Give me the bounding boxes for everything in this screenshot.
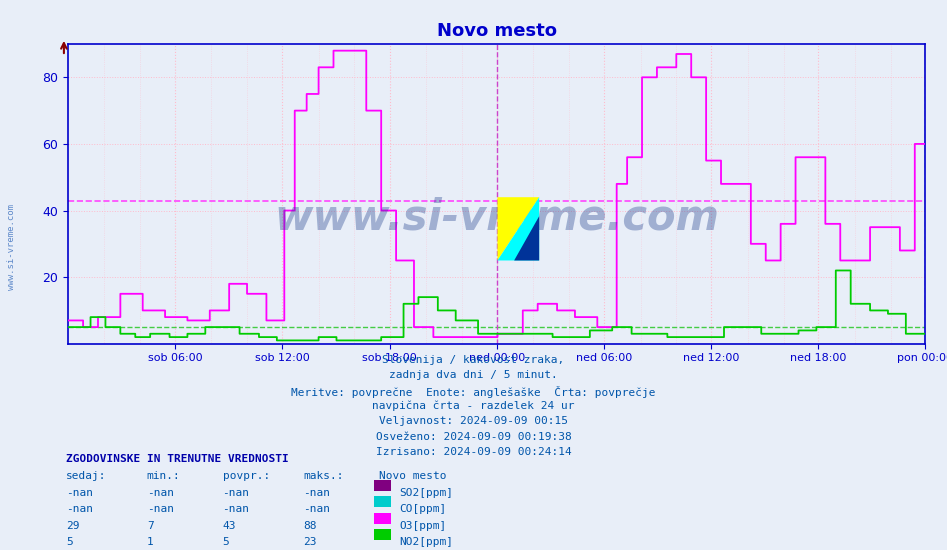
Text: Veljavnost: 2024-09-09 00:15: Veljavnost: 2024-09-09 00:15 xyxy=(379,416,568,426)
Title: Novo mesto: Novo mesto xyxy=(437,21,557,40)
Text: -nan: -nan xyxy=(147,488,174,498)
Text: 88: 88 xyxy=(303,521,316,531)
Text: povpr.:: povpr.: xyxy=(223,471,270,481)
Text: CO[ppm]: CO[ppm] xyxy=(400,504,447,514)
Polygon shape xyxy=(497,197,539,261)
Text: -nan: -nan xyxy=(223,504,250,514)
Text: 7: 7 xyxy=(147,521,153,531)
Text: -nan: -nan xyxy=(147,504,174,514)
Text: 1: 1 xyxy=(147,537,153,547)
Text: -nan: -nan xyxy=(66,488,94,498)
Text: NO2[ppm]: NO2[ppm] xyxy=(400,537,454,547)
Text: navpična črta - razdelek 24 ur: navpična črta - razdelek 24 ur xyxy=(372,401,575,411)
Text: Izrisano: 2024-09-09 00:24:14: Izrisano: 2024-09-09 00:24:14 xyxy=(376,447,571,457)
Text: O3[ppm]: O3[ppm] xyxy=(400,521,447,531)
Text: 5: 5 xyxy=(66,537,73,547)
Text: -nan: -nan xyxy=(66,504,94,514)
Text: 29: 29 xyxy=(66,521,80,531)
Text: ZGODOVINSKE IN TRENUTNE VREDNOSTI: ZGODOVINSKE IN TRENUTNE VREDNOSTI xyxy=(66,454,289,464)
Text: -nan: -nan xyxy=(303,488,331,498)
Text: Novo mesto: Novo mesto xyxy=(379,471,446,481)
Text: min.:: min.: xyxy=(147,471,181,481)
Polygon shape xyxy=(497,197,539,261)
Text: www.si-vreme.com: www.si-vreme.com xyxy=(275,197,719,239)
Text: Meritve: povprečne  Enote: anglešaške  Črta: povprečje: Meritve: povprečne Enote: anglešaške Črt… xyxy=(292,386,655,398)
Text: zadnja dva dni / 5 minut.: zadnja dva dni / 5 minut. xyxy=(389,370,558,380)
Text: www.si-vreme.com: www.si-vreme.com xyxy=(7,205,16,290)
Text: 23: 23 xyxy=(303,537,316,547)
Text: 5: 5 xyxy=(223,537,229,547)
Text: SO2[ppm]: SO2[ppm] xyxy=(400,488,454,498)
Text: Slovenija / kakovost zraka,: Slovenija / kakovost zraka, xyxy=(383,355,564,365)
Text: sedaj:: sedaj: xyxy=(66,471,107,481)
Text: 43: 43 xyxy=(223,521,236,531)
Polygon shape xyxy=(514,216,539,261)
Text: maks.:: maks.: xyxy=(303,471,344,481)
Text: Osveženo: 2024-09-09 00:19:38: Osveženo: 2024-09-09 00:19:38 xyxy=(376,432,571,442)
Text: -nan: -nan xyxy=(223,488,250,498)
Text: -nan: -nan xyxy=(303,504,331,514)
